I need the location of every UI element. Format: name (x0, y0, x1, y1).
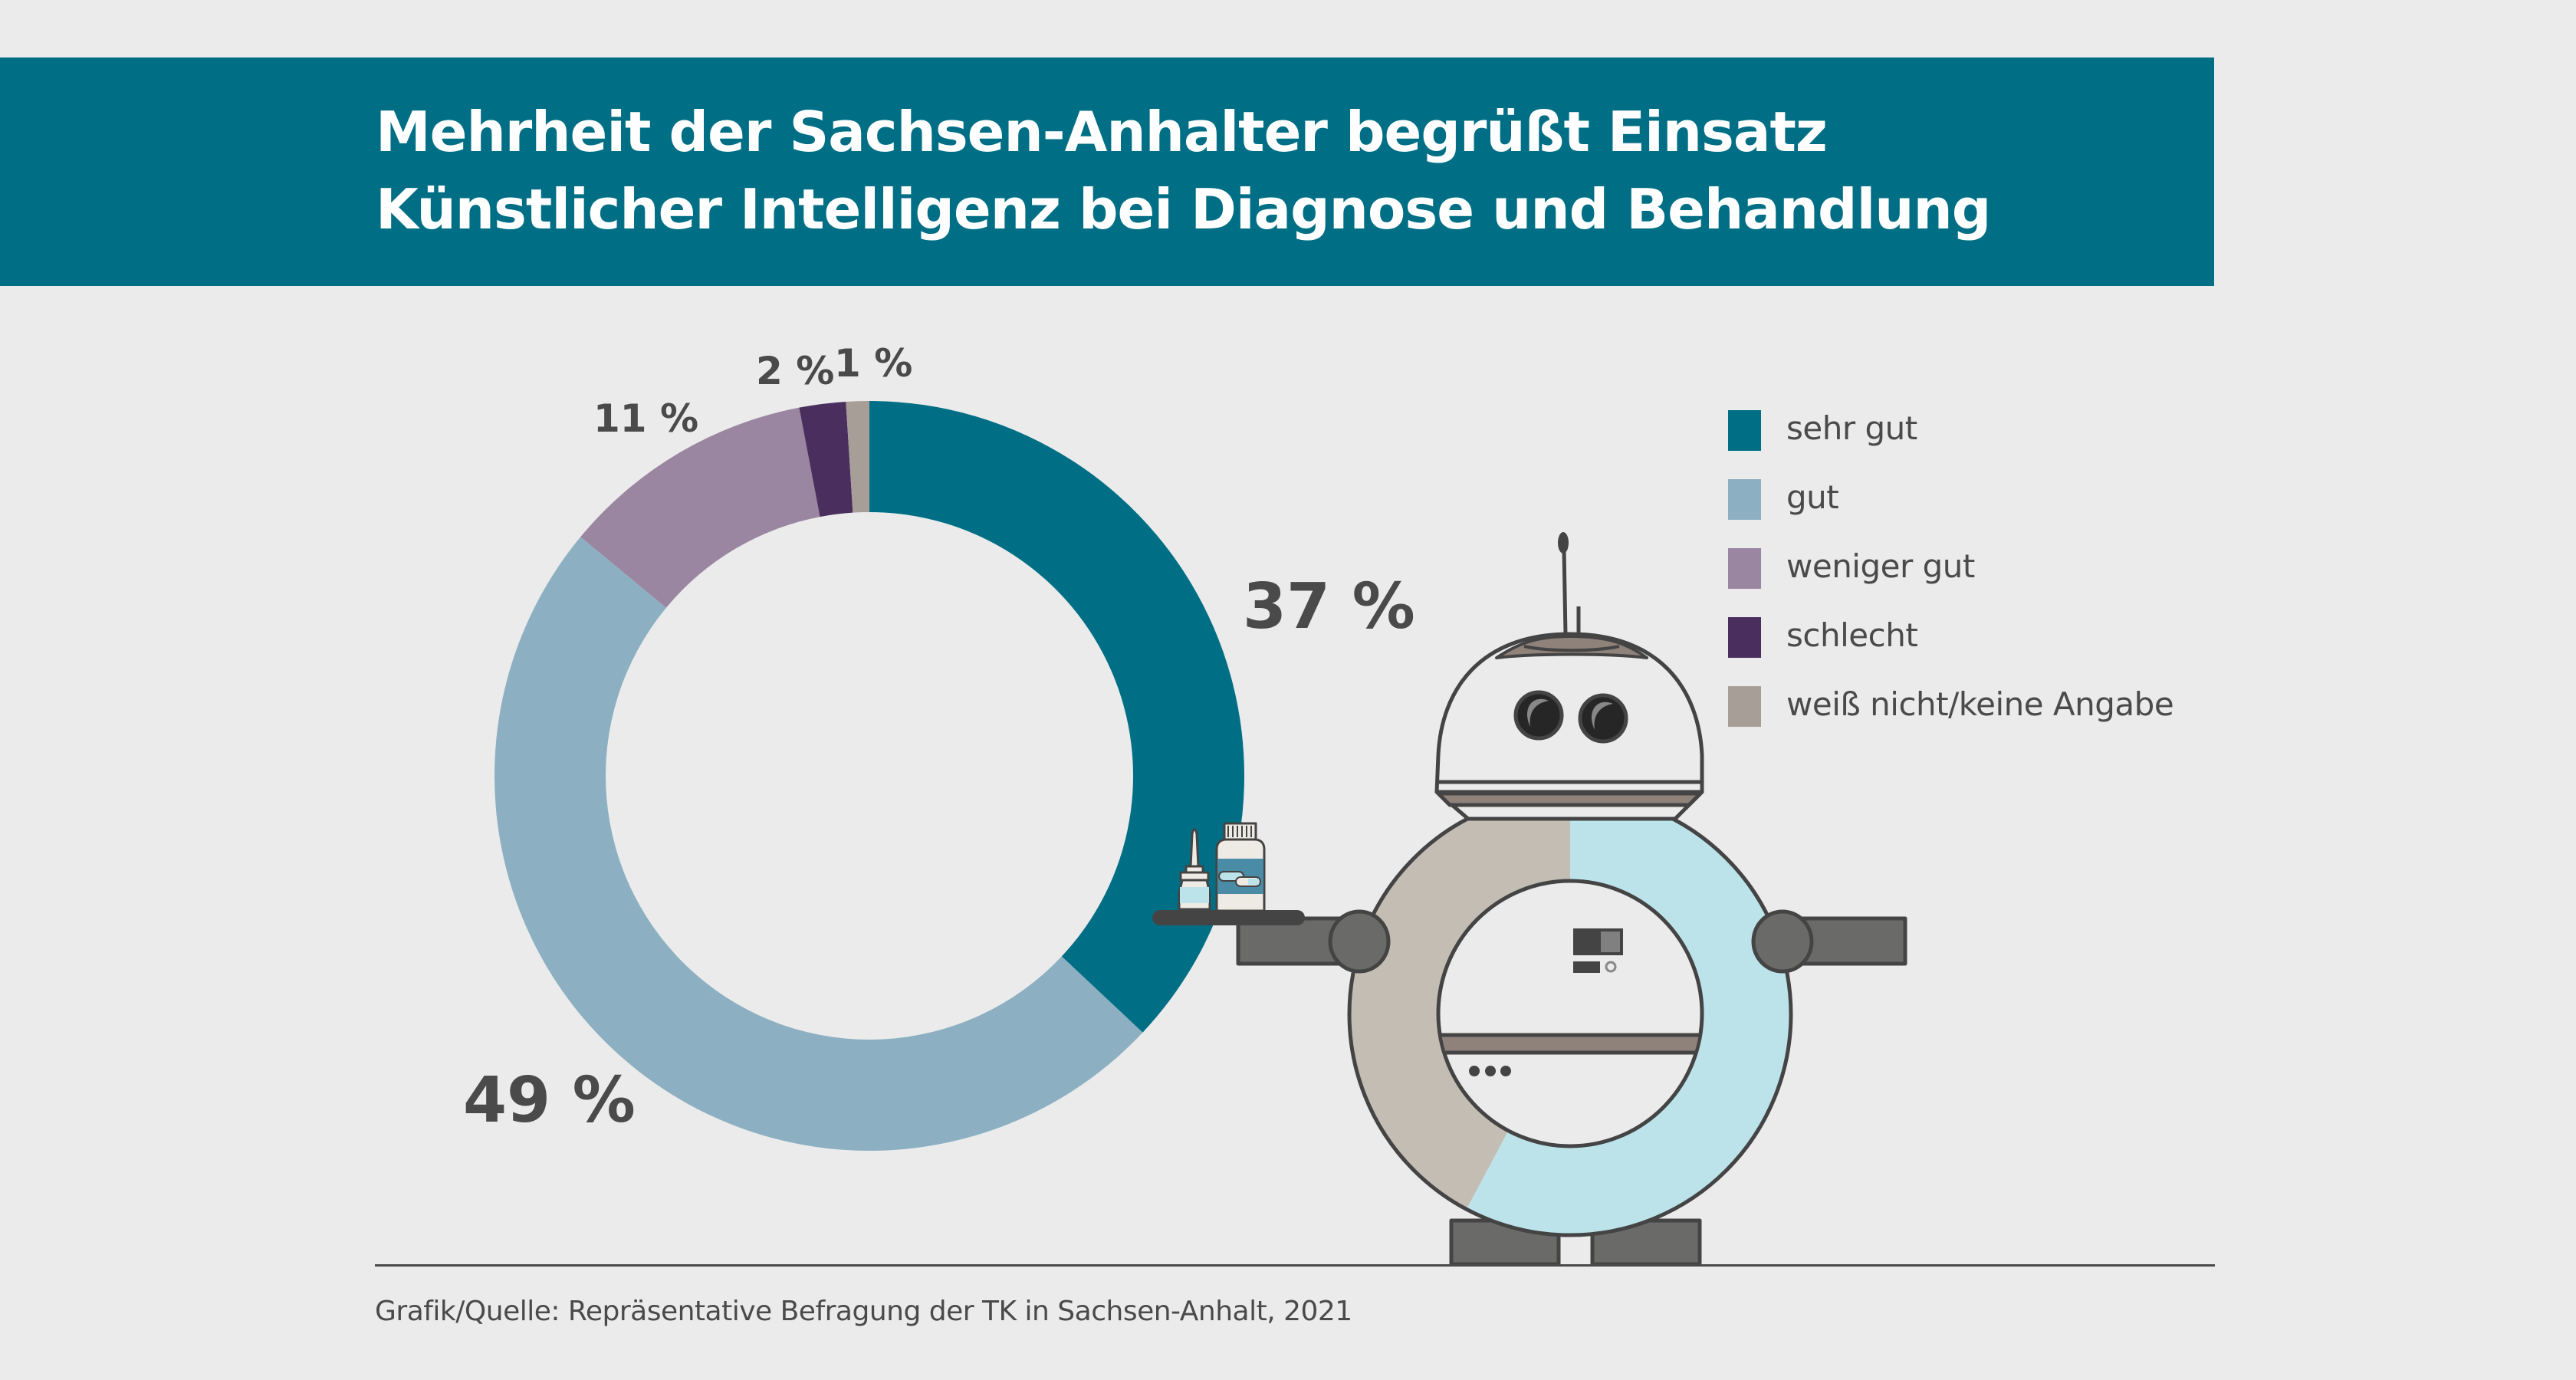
legend-swatch (1728, 617, 1761, 658)
donut-segment-weniger-gut (580, 407, 820, 608)
footer-divider (375, 1264, 2215, 1267)
robot-belly-stripe (1440, 1033, 1700, 1055)
robot-dot (1485, 1066, 1496, 1076)
legend-swatch (1728, 548, 1761, 589)
robot-status-led (1605, 961, 1617, 973)
robot-dot (1469, 1066, 1480, 1076)
donut-segment-gut (495, 537, 1143, 1151)
robot-display-panel-light (1601, 932, 1620, 952)
legend-label: weiß nicht/keine Angabe (1786, 685, 2174, 723)
nasal-spray-icon (1178, 828, 1211, 911)
robot-collar-band (1436, 791, 1703, 807)
robot-head-band (1495, 635, 1648, 659)
medicine-tray (1152, 910, 1305, 925)
robot-right-shoulder (1751, 909, 1814, 974)
donut-data-labels: 37 % 49 % 11 % 2 % 1 % (463, 341, 1415, 1137)
chart-title-line-2: Künstlicher Intelligenz bei Diagnose und… (376, 177, 1991, 242)
chart-title-line-1: Mehrheit der Sachsen-Anhalter begrüßt Ei… (376, 100, 1828, 164)
legend-swatch (1728, 686, 1761, 727)
robot-head (1434, 632, 1704, 794)
legend-swatch (1728, 479, 1761, 520)
donut-segment-sehr-gut (869, 401, 1244, 1033)
data-label-weniger-gut: 11 % (593, 396, 698, 441)
legend-label: gut (1786, 478, 1839, 516)
robot-left-shoulder (1328, 909, 1391, 974)
legend-label: schlecht (1786, 616, 1918, 654)
legend-label: weniger gut (1786, 547, 1975, 585)
data-label-weiss-nicht: 1 % (834, 341, 912, 386)
robot-right-eye (1578, 693, 1628, 744)
legend-label: sehr gut (1786, 409, 1917, 447)
donut-segments (495, 401, 1244, 1151)
robot-antenna (1562, 550, 1568, 636)
robot-left-eye (1513, 690, 1564, 741)
donut-segment-weiss-nicht (846, 401, 869, 513)
data-label-sehr-gut: 37 % (1243, 570, 1415, 643)
robot-head-band-outline (1523, 645, 1620, 652)
data-label-gut: 49 % (463, 1064, 636, 1137)
legend-swatch (1728, 410, 1761, 451)
donut-segment-schlecht (799, 401, 853, 518)
robot-belly-screen (1436, 879, 1704, 1148)
data-label-schlecht: 2 % (756, 349, 834, 393)
title-banner (0, 58, 2214, 286)
robot-dot (1500, 1066, 1511, 1076)
robot-antenna-tip (1558, 532, 1569, 554)
source-note: Grafik/Quelle: Repräsentative Befragung … (375, 1296, 1352, 1327)
robot-status-bar (1573, 961, 1600, 973)
pill-bottle-icon (1215, 822, 1266, 912)
robot-illustration (1152, 532, 1907, 1267)
